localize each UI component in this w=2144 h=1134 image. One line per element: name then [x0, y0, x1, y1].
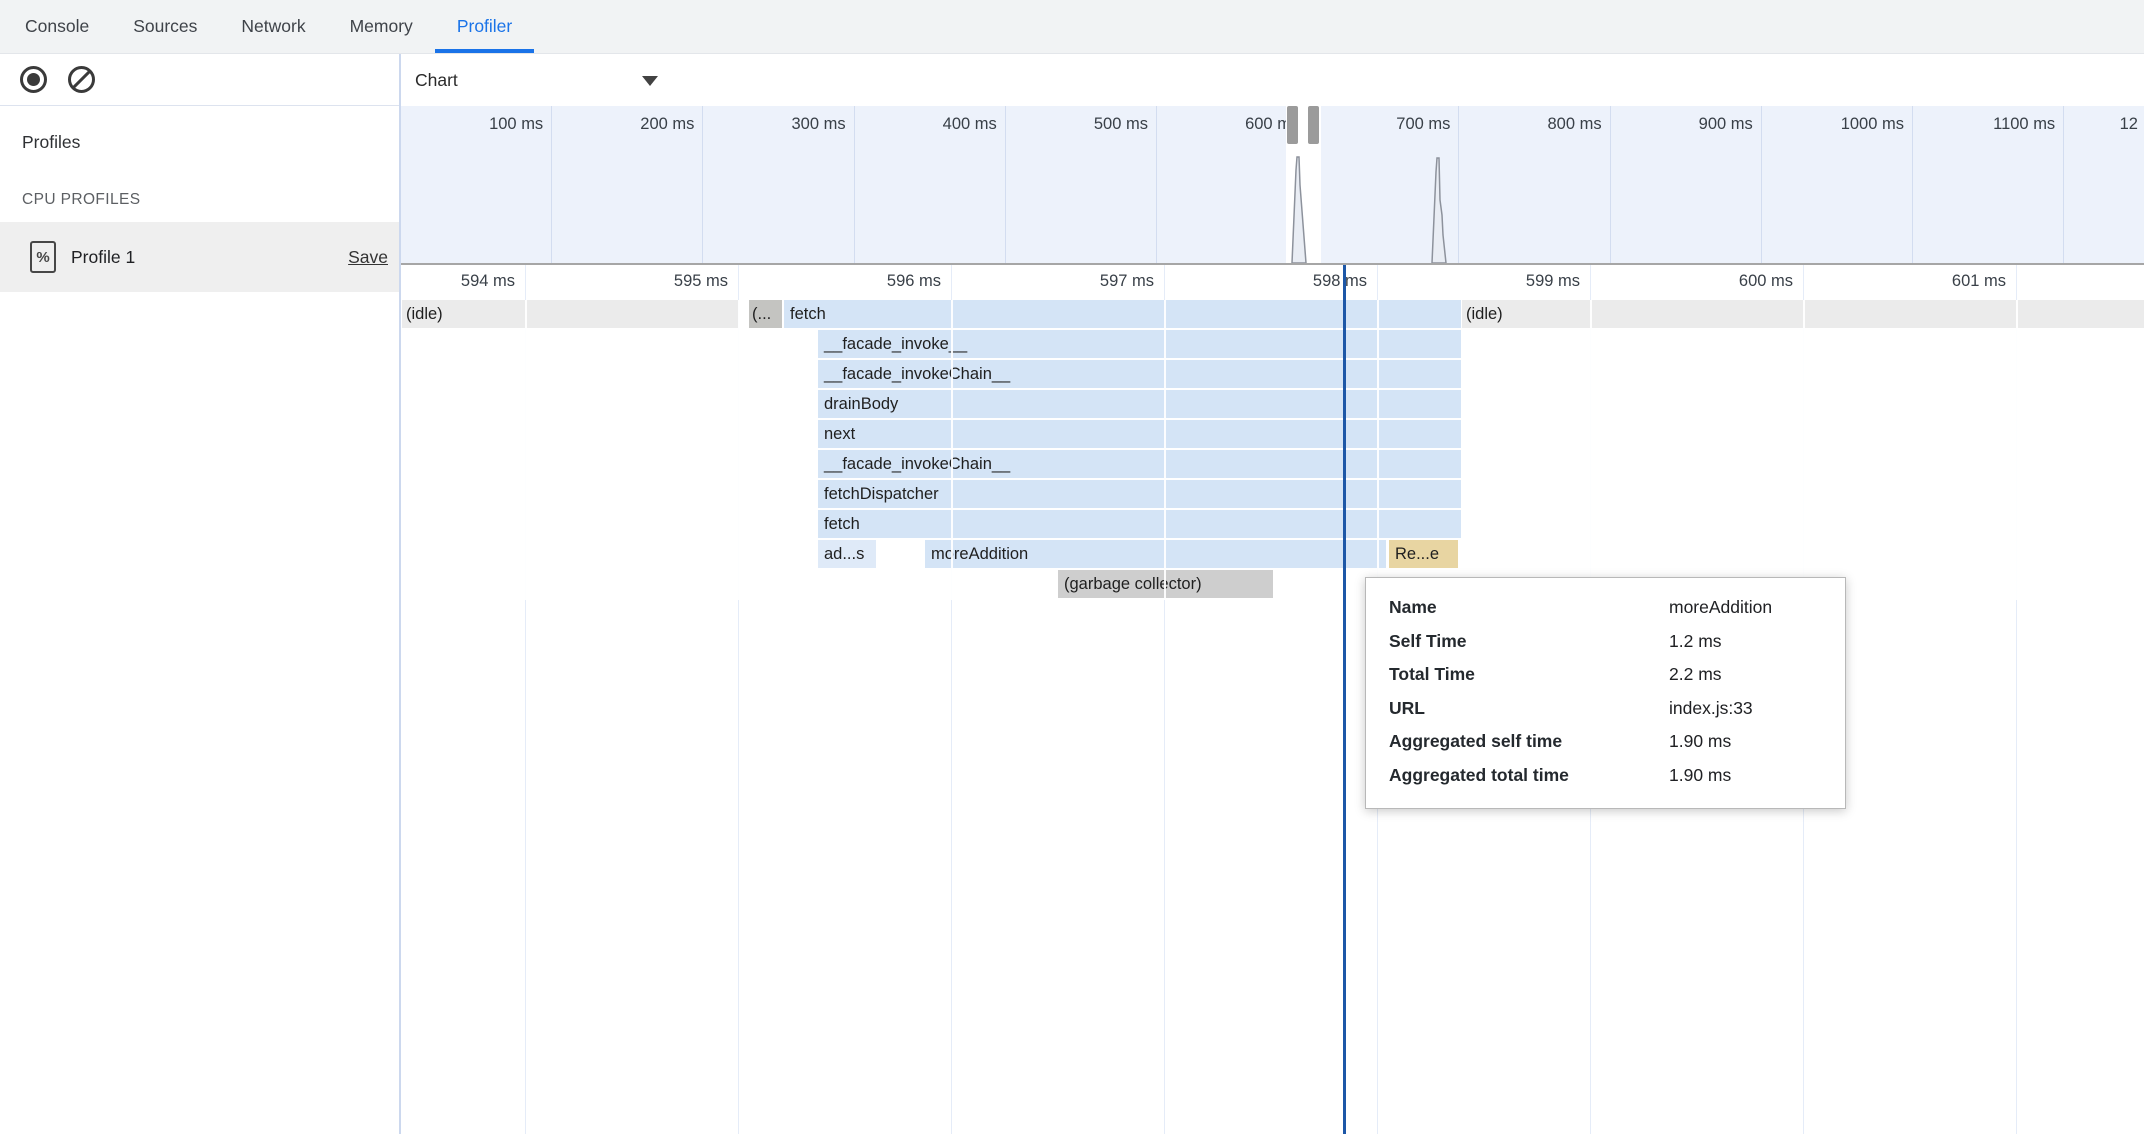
gridline — [2016, 265, 2017, 1134]
gridline-over-bars — [1164, 300, 1166, 600]
overview-tick-12: 12 — [2119, 115, 2138, 133]
flame-ruler-tick-595-ms: 595 ms — [673, 272, 728, 290]
profiler-toolbar — [0, 54, 399, 106]
flame-bar-ad-s[interactable]: ad...s — [818, 540, 876, 568]
tooltip-value-url: index.js:33 — [1669, 697, 1753, 718]
flame-bar-facade-invokechain[interactable]: __facade_invokeChain__ — [818, 450, 1461, 478]
overview-tick-800-ms: 800 ms — [1459, 106, 1611, 263]
view-mode-select[interactable]: Chart — [415, 54, 665, 106]
cpu-activity-spike-1 — [1291, 156, 1307, 263]
flame-bar-re-e[interactable]: Re...e — [1389, 540, 1458, 568]
profile-item[interactable]: Profile 1 Save — [0, 222, 399, 292]
overview-tick-200-ms: 200 ms — [552, 106, 704, 263]
timeline-overview[interactable]: 100 ms 200 ms 300 ms 400 ms 500 ms 600 ms 700 … — [401, 106, 2144, 265]
flame-bar-facade-invokechain[interactable]: __facade_invokeChain__ — [818, 360, 1461, 388]
document-percent-icon — [30, 241, 56, 273]
record-button[interactable] — [18, 65, 48, 95]
save-link[interactable]: Save — [348, 246, 388, 267]
tab-console[interactable]: Console — [25, 16, 90, 36]
flame-chart[interactable]: 594 ms 595 ms 596 ms 597 ms 598 ms 599 ms 600 … — [401, 265, 2144, 1134]
gridline-over-bars — [951, 300, 953, 600]
flame-bar-item[interactable]: (... — [749, 300, 782, 328]
profile-name: Profile 1 — [71, 246, 136, 267]
caret-down-icon — [642, 76, 658, 86]
cpu-profiles-section-header: CPU PROFILES — [22, 191, 141, 208]
view-mode-value: Chart — [415, 69, 458, 90]
frame-tooltip: Name moreAddition Self Time 1.2 ms Total Tim… — [1365, 577, 1846, 809]
cpu-activity-graph — [1291, 156, 1447, 263]
selection-handle-left[interactable] — [1287, 106, 1298, 144]
tooltip-value-aggregated-total-time: 1.90 ms — [1669, 764, 1732, 785]
clear-all-icon — [67, 66, 95, 93]
cpu-activity-spike-2 — [1431, 157, 1447, 263]
gridline-over-bars — [738, 300, 740, 600]
flame-bar-moreaddition[interactable]: moreAddition — [925, 540, 1386, 568]
record-icon — [19, 66, 47, 93]
overview-tick-100-ms: 100 ms — [401, 106, 553, 263]
profiles-header: Profiles — [22, 132, 81, 152]
gridline — [951, 265, 952, 1134]
tab-sources[interactable]: Sources — [133, 16, 198, 36]
overview-tick-1000-ms: 1000 ms — [1762, 106, 1913, 263]
gridline-over-bars — [1590, 300, 1592, 600]
tab-memory[interactable]: Memory — [349, 16, 413, 36]
overview-tick-400-ms: 400 ms — [855, 106, 1006, 263]
flame-bar-fetchdispatcher[interactable]: fetchDispatcher — [818, 480, 1461, 508]
chart-toolbar: Chart — [401, 54, 2144, 106]
gridline — [525, 265, 526, 1134]
flame-bar-fetch[interactable]: fetch — [784, 300, 1461, 328]
tab-network[interactable]: Network — [241, 16, 306, 36]
tooltip-label-aggregated-total-time: Aggregated total time — [1389, 764, 1569, 785]
clear-button[interactable] — [66, 65, 96, 95]
flame-ruler-tick-594-ms: 594 ms — [460, 272, 515, 290]
tooltip-value-aggregated-self-time: 1.90 ms — [1669, 731, 1732, 751]
tooltip-value-self-time: 1.2 ms — [1669, 630, 1722, 651]
tooltip-label-total-time: Total Time — [1389, 664, 1475, 684]
tooltip-label-url: URL — [1389, 697, 1425, 718]
selection-marker-line — [1343, 265, 1346, 1134]
overview-tick-700-ms: 700 ms — [1308, 106, 1460, 263]
tooltip-label-name: Name — [1389, 597, 1437, 617]
tooltip-rows: Name moreAddition Self Time 1.2 ms Total Tim… — [1389, 591, 1835, 792]
tooltip-value-total-time: 2.2 ms — [1669, 664, 1722, 684]
tooltip-label-self-time: Self Time — [1389, 630, 1467, 651]
flame-bar-next[interactable]: next — [818, 420, 1461, 448]
flame-ruler-tick-601-ms: 601 ms — [1951, 272, 2006, 290]
profiles-sidebar: Profiles CPU PROFILES Profile 1 Save — [0, 54, 401, 1134]
flame-bar-idle[interactable]: (idle) — [402, 300, 738, 328]
gridline — [1164, 265, 1165, 1134]
gridline — [738, 265, 739, 1134]
overview-tick-300-ms: 300 ms — [703, 106, 855, 263]
flame-ruler-tick-596-ms: 596 ms — [886, 272, 941, 290]
flame-bar-drainbody[interactable]: drainBody — [818, 390, 1461, 418]
overview-tick-900-ms: 900 ms — [1611, 106, 1762, 263]
gridline-over-bars — [1377, 300, 1379, 600]
flame-bar-garbage-collector[interactable]: (garbage collector) — [1058, 570, 1273, 598]
overview-tick-500-ms: 500 ms — [1006, 106, 1157, 263]
flame-bar-facade-invoke[interactable]: __facade_invoke__ — [818, 330, 1461, 358]
overview-tick-1100-ms: 1100 ms — [1913, 106, 2065, 263]
tab-profiler[interactable]: Profiler — [434, 0, 535, 53]
flame-ruler-tick-597-ms: 597 ms — [1099, 272, 1154, 290]
tooltip-value-name: moreAddition — [1669, 597, 1773, 617]
gridline-over-bars — [1803, 300, 1805, 600]
tooltip-label-aggregated-self-time: Aggregated self time — [1389, 731, 1563, 751]
gridline-over-bars — [525, 300, 527, 600]
flame-ruler-tick-599-ms: 599 ms — [1525, 272, 1580, 290]
profiler-main-panel: Chart 100 ms 200 ms 300 ms 400 ms 500 ms 600 … — [401, 54, 2144, 1134]
selection-handle-right[interactable] — [1308, 106, 1319, 144]
flame-ruler-tick-598-ms: 598 ms — [1312, 272, 1367, 290]
flame-ruler-tick-600-ms: 600 ms — [1738, 272, 1793, 290]
gridline-over-bars — [2016, 300, 2018, 600]
flame-bar-fetch[interactable]: fetch — [818, 510, 1461, 538]
devtools-tab-bar: Console Sources Network Memory Profiler — [0, 0, 2144, 54]
